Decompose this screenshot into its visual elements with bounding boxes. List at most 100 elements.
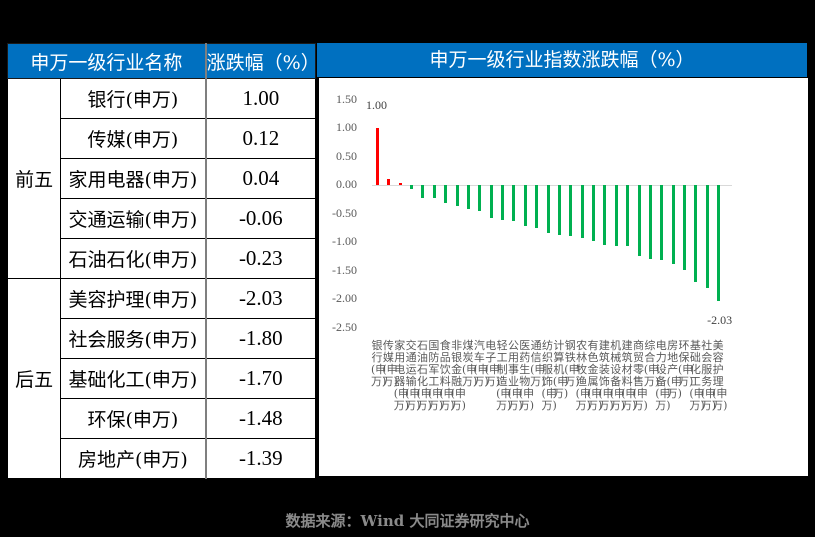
bar	[648, 185, 652, 260]
table-row: 房地产(申万) -1.39	[8, 438, 316, 479]
y-tick-label: -2.50	[332, 319, 357, 334]
change-value: 0.04	[204, 158, 316, 199]
change-value: -2.03	[204, 278, 316, 319]
industry-table: 申万一级行业名称 涨跌幅（%） 前五 银行(申万) 1.00 传媒(申万) 0.12 家用…	[6, 43, 320, 479]
bar	[410, 185, 414, 189]
bar	[660, 185, 664, 260]
y-tick-label: 0.50	[336, 148, 357, 163]
x-category-label: 机械设备(申万)	[609, 339, 626, 412]
table-row: 环保(申万) -1.48	[8, 398, 316, 439]
y-tick-label: 1.50	[336, 92, 357, 106]
industry-name: 家用电器(申万)	[60, 158, 207, 199]
table-row: 传媒(申万) 0.12	[8, 118, 316, 159]
bar	[557, 185, 561, 235]
bar	[717, 185, 721, 301]
x-category-label: 石油石化(申万)	[416, 339, 432, 412]
x-category-label: 纺织服饰(申万)	[541, 339, 557, 412]
bar	[466, 185, 470, 209]
x-category-label: 社会服务(申万)	[700, 339, 717, 412]
x-category-label: 美容护理(申万)	[712, 339, 728, 412]
x-category-label: 环保(申万)	[677, 339, 694, 388]
bar	[580, 185, 584, 239]
bar	[444, 185, 448, 203]
y-tick-label: -0.50	[332, 205, 357, 220]
change-value: -0.23	[204, 238, 316, 279]
industry-name: 传媒(申万)	[60, 118, 207, 159]
x-category-label: 建筑材料(申万)	[621, 339, 637, 412]
industry-name: 社会服务(申万)	[60, 318, 207, 359]
bar	[455, 185, 459, 206]
x-category-label: 煤炭(申万)	[461, 339, 478, 388]
x-category-label: 有色金属(申万)	[587, 339, 603, 412]
x-category-label: 基础化工(申万)	[689, 339, 705, 412]
zero-axis-line	[372, 185, 732, 187]
x-category-label: 非银金融(申万)	[450, 339, 466, 412]
source-footer: 数据来源：Wind 大同证券研究中心	[285, 512, 530, 530]
bar	[432, 185, 436, 199]
bar	[512, 185, 516, 222]
y-tick-label: 0.00	[336, 177, 357, 192]
bar	[569, 185, 573, 236]
bar	[626, 185, 630, 247]
change-value: 1.00	[204, 78, 316, 119]
table-row: 前五 银行(申万) 1.00	[6, 78, 316, 279]
x-category-label: 房地产(申万)	[666, 339, 682, 400]
bar	[592, 185, 596, 242]
x-category-label: 农林牧渔(申万)	[575, 339, 591, 412]
x-category-label: 计算机(申万)	[552, 339, 569, 400]
x-category-label: 电子(申万)	[484, 339, 500, 388]
group-label: 前五	[6, 78, 62, 279]
bar	[421, 185, 425, 199]
bar-chart: 1.50 1.00 0.50 0.00 -0.50 -1.00 -1.50 -2.00 -2.5…	[317, 78, 808, 476]
x-category-label: 银行(申万)	[371, 339, 387, 388]
bar	[705, 185, 709, 288]
industry-name: 交通运输(申万)	[60, 198, 207, 239]
x-category-label: 传媒(申万)	[382, 339, 398, 388]
bar	[637, 185, 641, 256]
bar	[501, 185, 505, 221]
change-value: -1.80	[204, 318, 316, 359]
bar	[387, 178, 391, 186]
industry-name: 美容护理(申万)	[60, 278, 207, 319]
group-label: 后五	[6, 278, 62, 479]
x-category-label: 国防军工(申万)	[427, 339, 444, 412]
bar	[614, 185, 618, 247]
x-category-label: 交通运输(申万)	[405, 339, 421, 412]
data-label: -2.03	[707, 312, 733, 327]
y-tick-label: -1.50	[332, 262, 357, 277]
industry-name: 环保(申万)	[60, 398, 207, 439]
x-category-label: 食品饮料(申万)	[439, 339, 455, 412]
data-label: 1.00	[366, 98, 387, 113]
bar	[535, 185, 539, 229]
bar	[694, 185, 698, 283]
bar	[398, 183, 402, 186]
bar	[478, 185, 482, 211]
table-row: 家用电器(申万) 0.04	[8, 158, 316, 199]
x-category-label: 汽车(申万)	[473, 339, 489, 388]
industry-name: 基础化工(申万)	[60, 358, 207, 399]
change-value: -0.06	[204, 198, 316, 239]
industry-name: 房地产(申万)	[60, 438, 207, 479]
bar	[682, 185, 686, 270]
bar	[671, 185, 675, 265]
x-category-label: 公用事业(申万)	[507, 339, 523, 412]
table-row: 后五 美容护理(申万) -2.03	[6, 278, 316, 479]
header-industry-name: 申万一级行业名称	[6, 43, 207, 79]
x-category-label: 轻工制造(申万)	[496, 339, 512, 412]
x-category-label: 建筑装饰(申万)	[598, 339, 614, 412]
chart-title: 申万一级行业指数涨跌幅（%）	[317, 43, 807, 78]
x-category-label: 医药生物(申万)	[518, 339, 535, 412]
x-category-label: 电力设备(申万)	[655, 339, 671, 412]
change-value: -1.39	[204, 438, 316, 479]
change-value: -1.48	[204, 398, 316, 439]
bar	[376, 128, 379, 186]
table-row: 基础化工(申万) -1.70	[8, 358, 316, 399]
industry-name: 银行(申万)	[60, 78, 207, 119]
x-category-label: 家用电器(申万)	[393, 339, 410, 412]
bar	[489, 185, 493, 218]
y-tick-label: -1.00	[332, 234, 357, 249]
bar	[523, 185, 527, 226]
bar	[546, 185, 550, 234]
y-tick-label: 1.00	[336, 120, 357, 135]
x-category-label: 商贸零售(申万)	[632, 339, 648, 412]
